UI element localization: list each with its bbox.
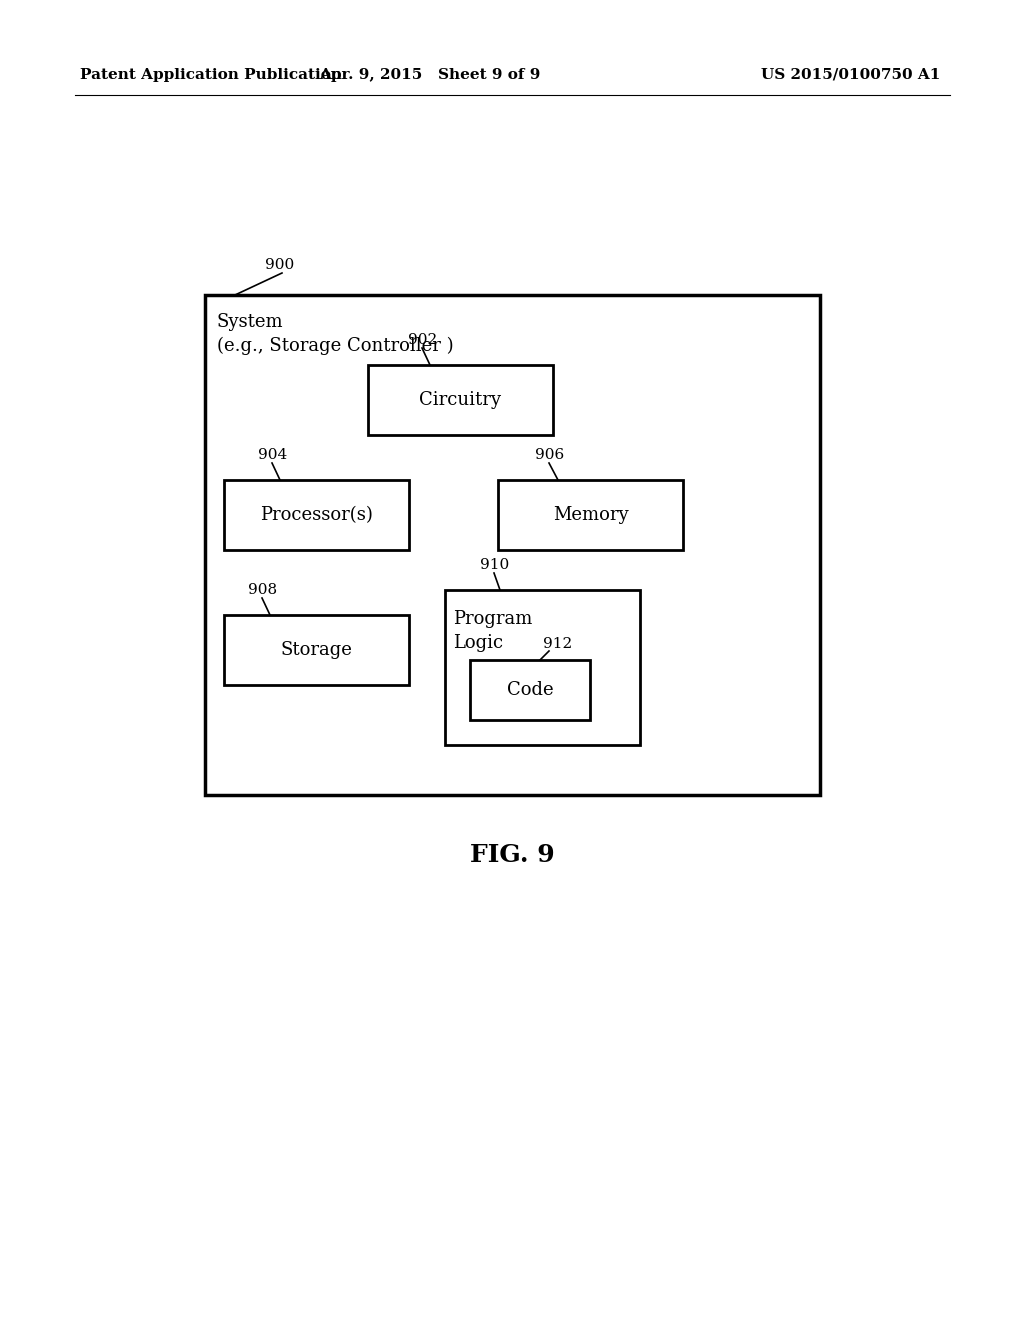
- Text: FIG. 9: FIG. 9: [470, 843, 554, 867]
- Text: 904: 904: [258, 447, 288, 462]
- Text: 910: 910: [480, 558, 509, 572]
- Text: Storage: Storage: [281, 642, 352, 659]
- Bar: [368, 366, 553, 436]
- Text: Logic: Logic: [453, 634, 503, 652]
- Text: 902: 902: [408, 333, 437, 347]
- Text: Program: Program: [453, 610, 532, 628]
- Bar: [224, 615, 409, 685]
- Bar: [224, 480, 409, 550]
- Text: 912: 912: [543, 638, 572, 651]
- Bar: [205, 294, 820, 795]
- Text: 906: 906: [535, 447, 564, 462]
- Text: (e.g., Storage Controller ): (e.g., Storage Controller ): [217, 337, 454, 355]
- Bar: [470, 660, 590, 719]
- Text: Memory: Memory: [553, 506, 629, 524]
- Bar: [445, 590, 640, 744]
- Bar: [498, 480, 683, 550]
- Text: Circuitry: Circuitry: [420, 391, 502, 409]
- Text: Code: Code: [507, 681, 553, 700]
- Text: 908: 908: [248, 583, 278, 597]
- Text: Processor(s): Processor(s): [260, 506, 373, 524]
- Text: 900: 900: [265, 257, 294, 272]
- Text: Patent Application Publication: Patent Application Publication: [80, 69, 342, 82]
- Text: US 2015/0100750 A1: US 2015/0100750 A1: [761, 69, 940, 82]
- Text: System: System: [217, 313, 284, 331]
- Text: Apr. 9, 2015   Sheet 9 of 9: Apr. 9, 2015 Sheet 9 of 9: [319, 69, 541, 82]
